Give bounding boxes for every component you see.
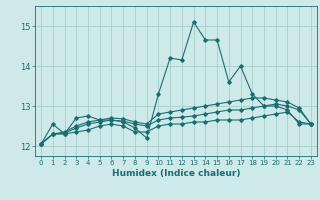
X-axis label: Humidex (Indice chaleur): Humidex (Indice chaleur) [112,169,240,178]
